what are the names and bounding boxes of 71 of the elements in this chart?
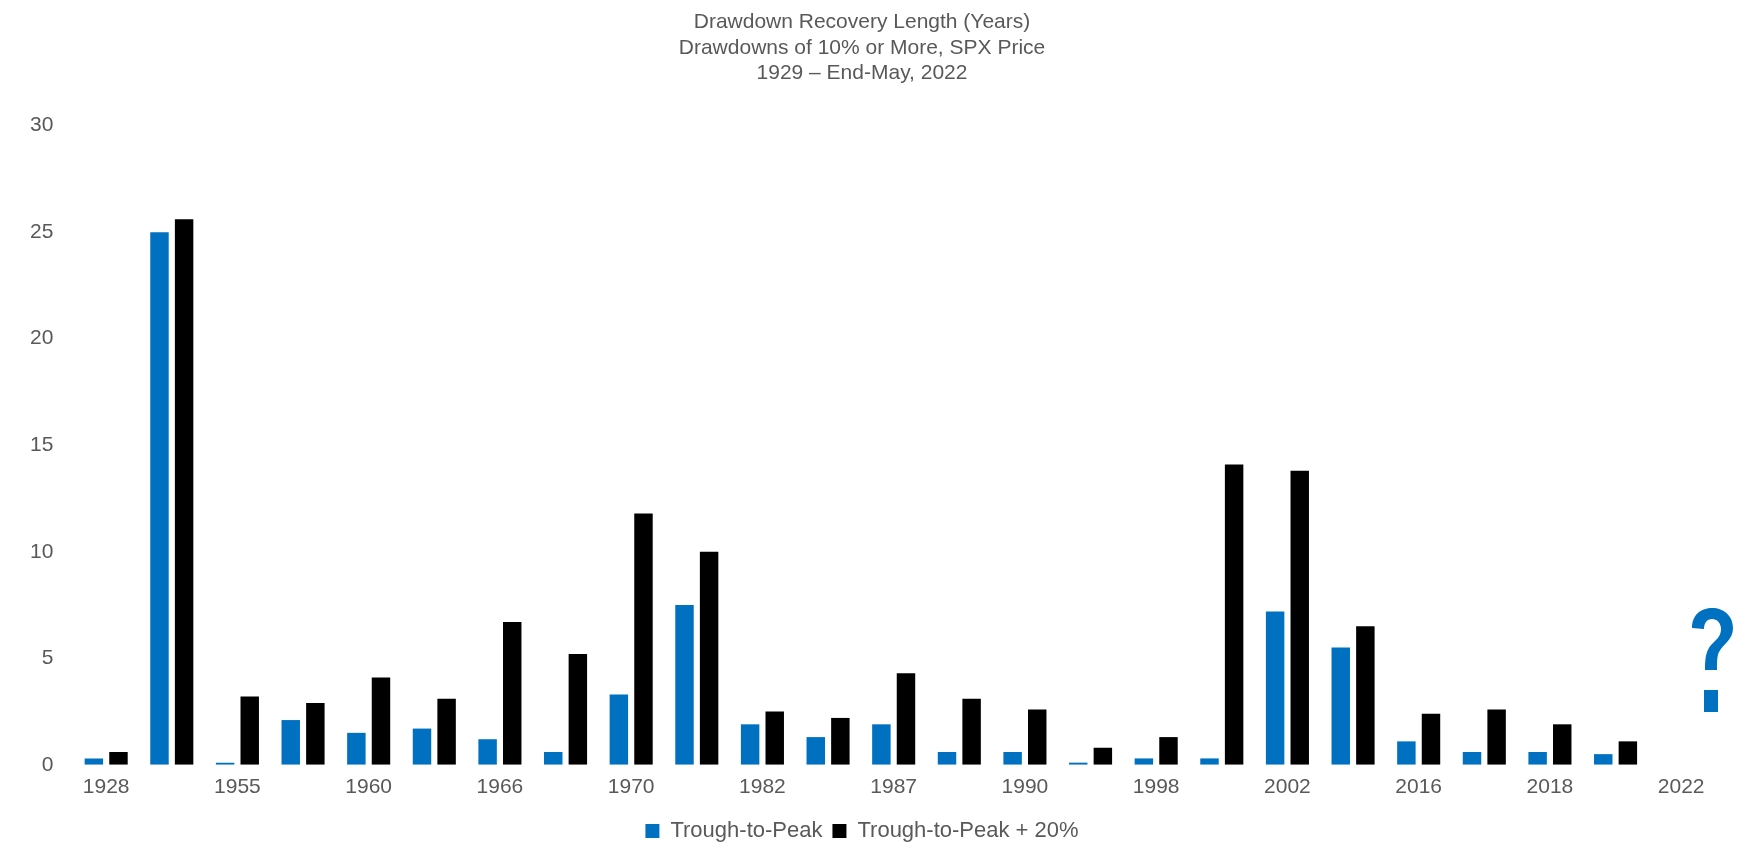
bar: [1265, 611, 1285, 765]
bar: [1159, 737, 1178, 765]
bar: [1421, 713, 1441, 765]
x-tick-label: 1987: [870, 774, 918, 798]
bar: [1618, 741, 1638, 765]
y-tick-label: 15: [30, 432, 54, 455]
bar: [544, 752, 563, 765]
bar: [1594, 754, 1613, 765]
bar: [1290, 470, 1309, 765]
bar: [937, 752, 957, 765]
bar: [1224, 464, 1244, 765]
text: 1929 – End-May, 2022: [756, 59, 968, 83]
bar: [412, 728, 432, 765]
bar: [281, 720, 300, 765]
x-tick-label: 2002: [1264, 774, 1311, 798]
bar: [1093, 747, 1113, 765]
bar: [962, 698, 981, 765]
bar: [84, 758, 104, 765]
bar: [872, 724, 891, 765]
bar: [437, 698, 456, 765]
bar: [806, 737, 825, 765]
x-tick-label: 1928: [82, 774, 130, 798]
x-tick-label: 1970: [607, 774, 655, 798]
bar: [609, 694, 629, 765]
x-tick-label: 1966: [476, 774, 524, 798]
bar: [174, 219, 194, 765]
bar: [109, 752, 128, 765]
bar: [1528, 752, 1547, 765]
bar: [347, 732, 366, 765]
y-tick-label: 25: [30, 218, 54, 242]
bar: [478, 739, 497, 765]
x-tick-label: 1990: [1001, 774, 1049, 798]
y-tick-label: 20: [30, 325, 54, 349]
bar: [1200, 758, 1219, 765]
x-tick-label: 1955: [214, 774, 261, 798]
legend-label: Trough-to-Peak: [670, 817, 824, 843]
x-tick-label: 2018: [1526, 774, 1574, 798]
bar: [765, 711, 784, 765]
bar: [896, 673, 916, 765]
bar: [150, 232, 169, 765]
bar: [306, 703, 325, 765]
bar: [675, 605, 694, 765]
bar: [1553, 724, 1572, 765]
bar: [1331, 647, 1350, 765]
x-tick-label: 1982: [739, 774, 786, 798]
y-tick-label: 5: [41, 645, 54, 669]
bar: [1356, 626, 1375, 765]
x-tick-label: 2016: [1395, 774, 1443, 798]
bar: [240, 696, 259, 765]
x-tick-label: 1998: [1132, 774, 1180, 798]
bar: [503, 622, 522, 765]
bar: [699, 551, 719, 765]
y-tick-label: 30: [30, 112, 54, 136]
bar: [1397, 741, 1416, 765]
x-tick-label: 1960: [345, 774, 393, 798]
y-tick-label: 0: [41, 751, 54, 775]
bar: [831, 717, 850, 765]
bar: [740, 724, 760, 765]
y-tick-label: 10: [30, 538, 54, 562]
legend-label: Trough-to-Peak + 20%: [857, 817, 1079, 843]
text: Drawdowns of 10% or More, SPX Price: [678, 34, 1046, 58]
bar: [1003, 752, 1022, 765]
text: Drawdown Recovery Length (Years): [693, 9, 1031, 33]
bar: [371, 677, 391, 765]
bar: [568, 654, 588, 765]
bar: [1028, 709, 1047, 765]
bar: [634, 513, 653, 765]
bar: [1134, 758, 1154, 765]
x-tick-label: 2022: [1657, 774, 1705, 798]
bar: [1487, 709, 1506, 765]
bar: [1462, 752, 1482, 765]
